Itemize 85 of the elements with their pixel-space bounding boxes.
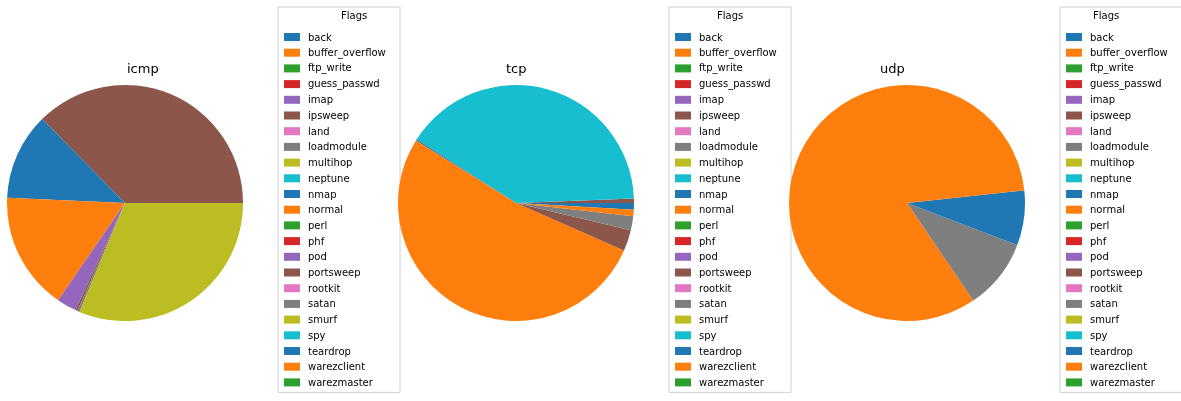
pie-slice	[516, 203, 634, 231]
legend-label: land	[308, 126, 330, 137]
pie-slice	[789, 85, 1025, 321]
legend-label: warezmaster	[308, 377, 374, 388]
pie-slice	[907, 203, 1018, 301]
legend-label: warezmaster	[1090, 377, 1156, 388]
legend-label: nmap	[1090, 189, 1119, 200]
pie-slice	[516, 203, 631, 251]
pie-slice	[42, 85, 243, 203]
legend-label: ipsweep	[1090, 110, 1132, 121]
legend-label: teardrop	[308, 346, 351, 357]
legend-label: pod	[699, 251, 718, 262]
pie-slice	[416, 85, 634, 203]
legend-label: imap	[308, 94, 333, 105]
legend-label: rootkit	[699, 283, 732, 294]
legend-label: spy	[699, 330, 717, 341]
legend-label: smurf	[308, 314, 338, 325]
text: udp	[880, 61, 905, 76]
legend-label: ftp_write	[1090, 62, 1134, 74]
legend-label: satan	[699, 298, 727, 309]
legend-label: ftp_write	[308, 62, 352, 74]
legend-label: loadmodule	[1090, 141, 1149, 152]
legend-label: imap	[1090, 94, 1115, 105]
legend-label: neptune	[699, 173, 741, 184]
legend-label: multihop	[1090, 157, 1135, 168]
legend-label: smurf	[699, 314, 729, 325]
legend-label: multihop	[308, 157, 353, 168]
legend-label: phf	[699, 236, 716, 247]
legend-label: warezclient	[1090, 361, 1148, 372]
pie-slice	[7, 119, 125, 203]
legend-label: nmap	[699, 189, 728, 200]
legend-label: satan	[308, 298, 336, 309]
legend-title: Flags	[341, 10, 368, 21]
legend-label: ftp_write	[699, 62, 743, 74]
legend-label: guess_passwd	[1090, 78, 1162, 90]
legend-title: Flags	[1093, 10, 1120, 21]
legend-label: multihop	[699, 157, 744, 168]
text: tcp	[506, 61, 527, 76]
text: icmp	[127, 61, 159, 76]
legend-label: buffer_overflow	[308, 47, 386, 59]
pie-slice	[79, 203, 243, 321]
legend-label: land	[1090, 126, 1112, 137]
legend-label: perl	[1090, 220, 1110, 231]
legend-label: buffer_overflow	[1090, 47, 1168, 59]
legend-label: teardrop	[1090, 346, 1133, 357]
legend-label: teardrop	[699, 346, 742, 357]
legend-label: imap	[699, 94, 724, 105]
legend-label: spy	[308, 330, 326, 341]
legend-label: ipsweep	[308, 110, 350, 121]
legend-title: Flags	[717, 10, 744, 21]
legend-label: warezmaster	[699, 377, 765, 388]
legend-label: warezclient	[699, 361, 757, 372]
legend-label: smurf	[1090, 314, 1120, 325]
legend-label: portsweep	[308, 267, 361, 278]
legend-label: back	[1090, 32, 1114, 43]
legend-label: rootkit	[308, 283, 341, 294]
legend-label: pod	[308, 251, 327, 262]
legend-label: warezclient	[308, 361, 366, 372]
legend-label: pod	[1090, 251, 1109, 262]
legend-label: phf	[1090, 236, 1107, 247]
pie-slice	[58, 203, 125, 311]
legend-label: guess_passwd	[308, 78, 380, 90]
legend-label: neptune	[308, 173, 350, 184]
legend-label: normal	[699, 204, 735, 215]
legend-label: back	[308, 32, 332, 43]
legend-label: neptune	[1090, 173, 1132, 184]
legend-label: perl	[308, 220, 328, 231]
legend-label: portsweep	[1090, 267, 1143, 278]
legend-label: buffer_overflow	[699, 47, 777, 59]
legend-label: satan	[1090, 298, 1118, 309]
legend-label: nmap	[308, 189, 337, 200]
legend-label: rootkit	[1090, 283, 1123, 294]
legend-label: ipsweep	[699, 110, 741, 121]
legend-label: back	[699, 32, 723, 43]
pie-slice	[7, 197, 125, 301]
legend-label: portsweep	[699, 267, 752, 278]
legend-label: phf	[308, 236, 325, 247]
legend-label: land	[699, 126, 721, 137]
legend-label: normal	[308, 204, 344, 215]
legend-label: perl	[699, 220, 719, 231]
legend-label: normal	[1090, 204, 1126, 215]
legend-label: guess_passwd	[699, 78, 771, 90]
legend-label: loadmodule	[699, 141, 758, 152]
legend-label: spy	[1090, 330, 1108, 341]
legend-label: loadmodule	[308, 141, 367, 152]
